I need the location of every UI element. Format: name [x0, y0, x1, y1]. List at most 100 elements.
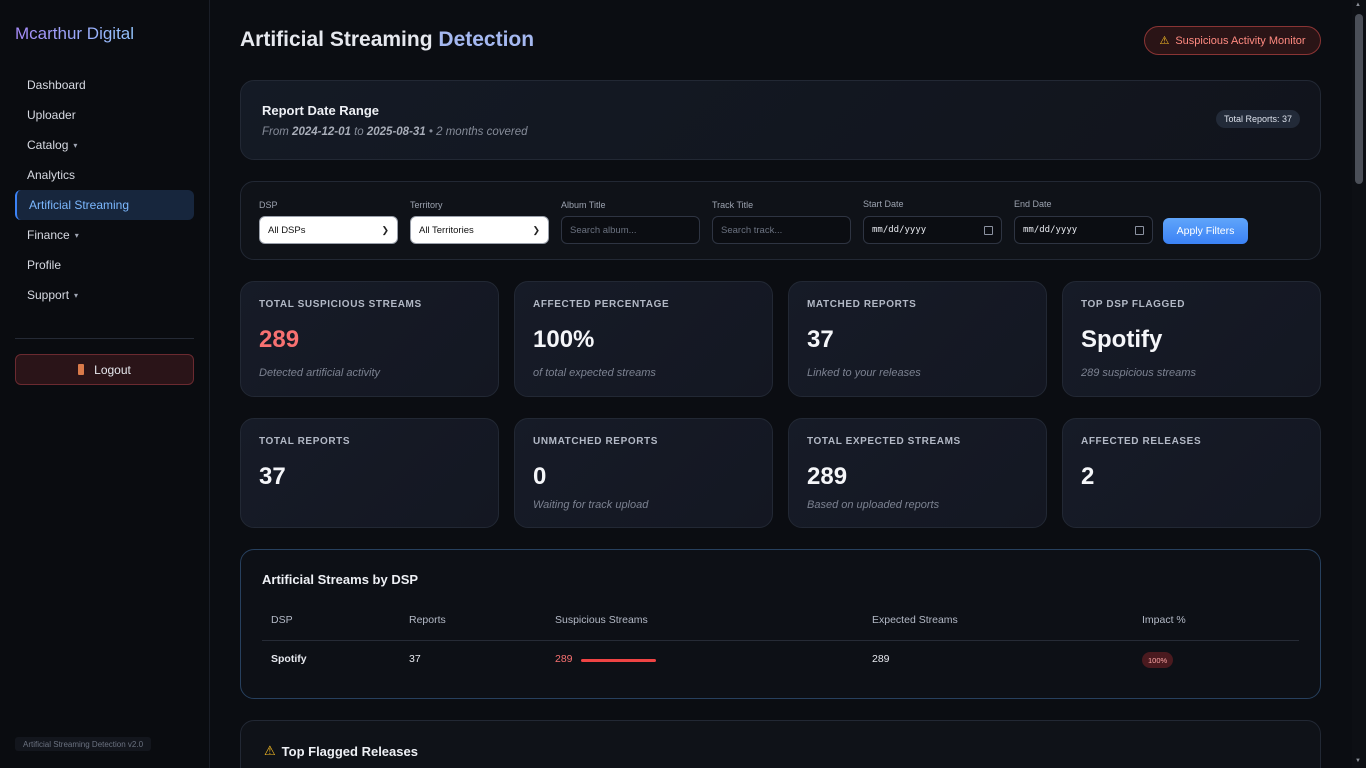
end-date-input[interactable]: mm/dd/yyyy: [1014, 216, 1153, 244]
column-header-dsp[interactable]: DSP: [271, 614, 293, 626]
scroll-thumb[interactable]: [1355, 14, 1363, 184]
stat-value: 37: [807, 326, 834, 353]
flagged-title: ⚠ Top Flagged Releases: [264, 743, 418, 759]
sidebar-item-dashboard[interactable]: Dashboard: [15, 70, 194, 100]
stat-label: TOTAL SUSPICIOUS STREAMS: [259, 299, 422, 310]
sidebar-item-artificial-streaming[interactable]: Artificial Streaming: [15, 190, 194, 220]
stat-label: UNMATCHED REPORTS: [533, 436, 659, 447]
end-date-label: End Date: [1014, 199, 1052, 209]
logout-button[interactable]: Logout: [15, 354, 194, 385]
territory-select[interactable]: All Territories ❯: [410, 216, 549, 244]
stat-value: Spotify: [1081, 326, 1163, 353]
range-from-label: From: [262, 126, 289, 138]
stat-label: TOTAL REPORTS: [259, 436, 351, 447]
stat-label: AFFECTED PERCENTAGE: [533, 299, 670, 310]
dsp-select-value: All DSPs: [268, 224, 306, 236]
page-scrollbar[interactable]: ▲ ▼: [1352, 0, 1366, 768]
stat-subtext: Linked to your releases: [807, 367, 921, 379]
dsp-table-title: Artificial Streams by DSP: [262, 572, 419, 587]
range-covered: • 2 months covered: [428, 126, 528, 138]
dsp-select[interactable]: All DSPs ❯: [259, 216, 398, 244]
stat-value: 0: [533, 463, 547, 490]
stat-subtext: Waiting for track upload: [533, 499, 649, 511]
stat-card-matched-reports: MATCHED REPORTS 37 Linked to your releas…: [788, 281, 1047, 397]
stat-card-top-dsp: TOP DSP FLAGGED Spotify 289 suspicious s…: [1062, 281, 1321, 397]
stat-card-total-expected: TOTAL EXPECTED STREAMS 289 Based on uplo…: [788, 418, 1047, 528]
start-date-input[interactable]: mm/dd/yyyy: [863, 216, 1002, 244]
sidebar-item-label: Support: [27, 288, 70, 302]
sidebar-item-analytics[interactable]: Analytics: [15, 160, 194, 190]
territory-label: Territory: [410, 200, 443, 210]
apply-filters-button[interactable]: Apply Filters: [1163, 218, 1248, 244]
calendar-icon[interactable]: [984, 225, 993, 235]
album-search-input[interactable]: Search album...: [561, 216, 700, 244]
stat-subtext: Detected artificial activity: [259, 367, 381, 379]
warning-icon: ⚠: [1159, 35, 1170, 47]
range-title: Report Date Range: [262, 103, 380, 118]
sidebar: Mcarthur Digital Dashboard Uploader Cata…: [0, 0, 210, 768]
stat-value: 2: [1081, 463, 1095, 490]
column-header-impact[interactable]: Impact %: [1142, 614, 1186, 626]
stat-card-unmatched-reports: UNMATCHED REPORTS 0 Waiting for track up…: [514, 418, 773, 528]
sidebar-item-label: Profile: [27, 258, 62, 272]
filters-panel: DSP All DSPs ❯ Territory All Territories ❯…: [240, 181, 1321, 260]
column-header-expected[interactable]: Expected Streams: [872, 614, 958, 626]
impact-badge: 100%: [1142, 652, 1174, 668]
sidebar-item-label: Dashboard: [27, 78, 86, 92]
column-header-reports[interactable]: Reports: [409, 614, 446, 626]
chevron-down-icon: ❯: [532, 224, 540, 235]
cell-suspicious: 289: [555, 653, 573, 665]
stat-label: TOTAL EXPECTED STREAMS: [807, 436, 961, 447]
stat-value: 289: [807, 463, 848, 490]
start-date-label: Start Date: [863, 199, 904, 209]
dsp-label: DSP: [259, 200, 278, 210]
sidebar-item-label: Artificial Streaming: [29, 198, 130, 212]
brand-logo[interactable]: Mcarthur Digital: [15, 24, 135, 43]
sidebar-divider: [15, 338, 194, 339]
calendar-icon[interactable]: [1135, 225, 1144, 235]
sidebar-item-finance[interactable]: Finance ▾: [15, 220, 194, 250]
page-title-accent: Detection: [438, 28, 535, 51]
chevron-down-icon: ▾: [73, 140, 78, 150]
sidebar-nav: Dashboard Uploader Catalog ▾ Analytics Ar…: [15, 70, 194, 310]
track-title-label: Track Title: [712, 200, 754, 210]
album-title-label: Album Title: [561, 200, 606, 210]
sidebar-item-uploader[interactable]: Uploader: [15, 100, 194, 130]
chevron-down-icon: ▾: [74, 290, 79, 300]
door-icon: [78, 364, 85, 375]
sidebar-item-catalog[interactable]: Catalog ▾: [15, 130, 194, 160]
scroll-up-icon[interactable]: ▲: [1355, 2, 1361, 8]
stat-label: MATCHED REPORTS: [807, 299, 917, 310]
cell-reports: 37: [409, 653, 421, 665]
stat-label: TOP DSP FLAGGED: [1081, 299, 1186, 310]
column-header-suspicious[interactable]: Suspicious Streams: [555, 614, 648, 626]
cell-dsp: Spotify: [271, 653, 307, 665]
flagged-title-text: Top Flagged Releases: [281, 743, 418, 759]
warning-icon: ⚠: [264, 743, 276, 758]
sidebar-item-label: Catalog: [27, 138, 69, 152]
sidebar-item-label: Uploader: [27, 108, 76, 122]
top-flagged-releases-card: ⚠ Top Flagged Releases: [240, 720, 1321, 768]
track-search-input[interactable]: Search track...: [712, 216, 851, 244]
stat-subtext: 289 suspicious streams: [1081, 367, 1196, 379]
dsp-table-card: Artificial Streams by DSP DSP Reports Su…: [240, 549, 1321, 699]
range-to-label: to: [354, 126, 364, 138]
badge-label: Suspicious Activity Monitor: [1175, 34, 1306, 47]
stat-value: 37: [259, 463, 286, 490]
suspicious-activity-badge[interactable]: ⚠ Suspicious Activity Monitor: [1144, 26, 1321, 55]
stat-card-affected-releases: AFFECTED RELEASES 2: [1062, 418, 1321, 528]
range-subtitle: From 2024-12-01 to 2025-08-31 • 2 months…: [262, 126, 528, 138]
stat-subtext: Based on uploaded reports: [807, 499, 940, 511]
stat-label: AFFECTED RELEASES: [1081, 436, 1202, 447]
range-start-date: 2024-12-01: [292, 126, 351, 138]
stat-card-affected-percentage: AFFECTED PERCENTAGE 100% of total expect…: [514, 281, 773, 397]
total-reports-pill: Total Reports: 37: [1215, 110, 1300, 128]
suspicious-streams-bar: [581, 659, 656, 662]
page-title-main: Artificial Streaming: [240, 28, 433, 51]
sidebar-item-support[interactable]: Support ▾: [15, 280, 194, 310]
page-title: Artificial Streaming Detection: [240, 28, 534, 52]
stat-value: 100%: [533, 326, 595, 353]
sidebar-item-profile[interactable]: Profile: [15, 250, 194, 280]
scroll-down-icon[interactable]: ▼: [1355, 758, 1361, 764]
stat-card-total-reports: TOTAL REPORTS 37: [240, 418, 499, 528]
